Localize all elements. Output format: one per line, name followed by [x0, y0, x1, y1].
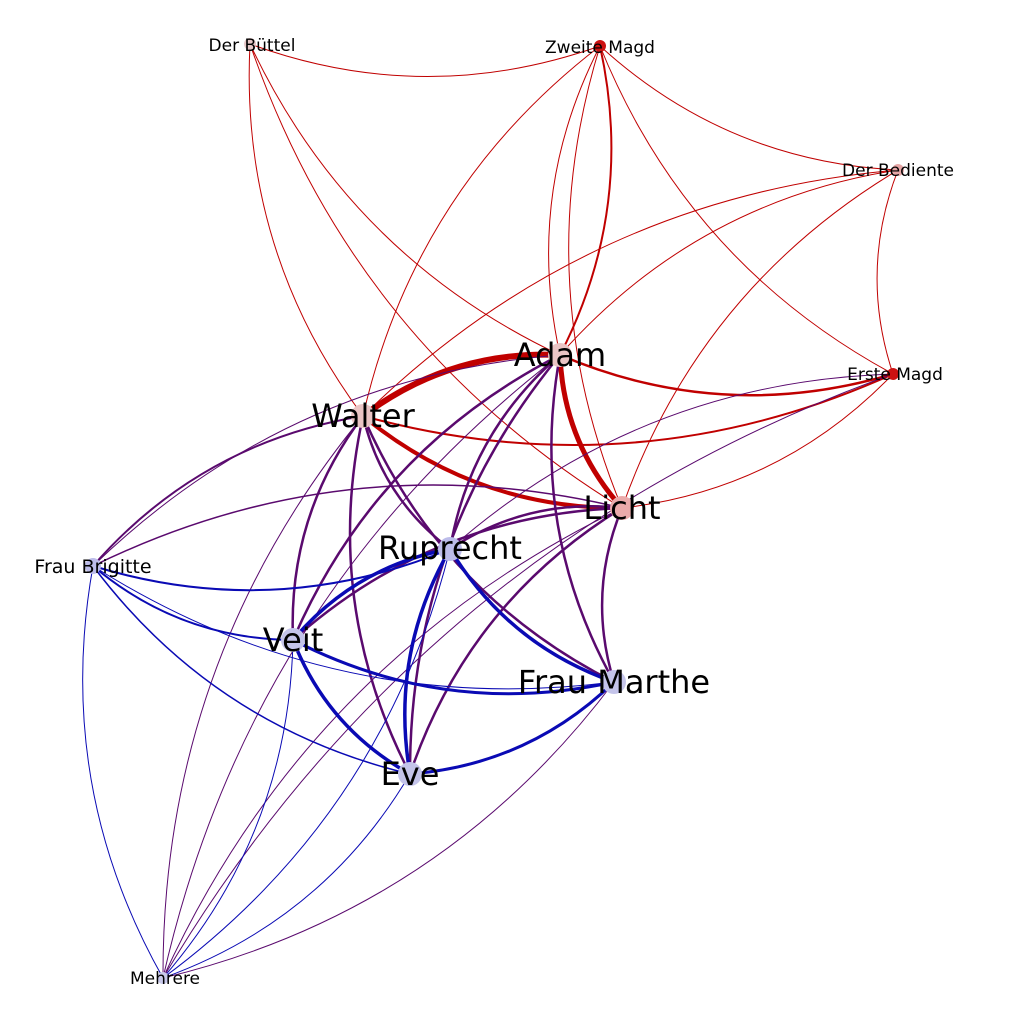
edge-walter-erste-magd [362, 373, 894, 446]
node-layer [85, 38, 904, 984]
node-label-mehrere: Mehrere [130, 969, 200, 989]
edge-licht-erste-magd [621, 373, 894, 509]
node-zweite-magd [594, 40, 606, 52]
edge-adam-mehrere [162, 354, 561, 979]
edge-licht-eve [408, 506, 624, 776]
node-adam [548, 343, 572, 367]
node-erste-magd [887, 368, 899, 380]
edge-der-bediente-licht [621, 169, 899, 509]
edge-adam-walter [360, 351, 563, 419]
edge-der-buettel-licht [249, 43, 623, 509]
edge-licht-frau-brigitte [92, 484, 623, 567]
edge-adam-erste-magd [558, 353, 895, 397]
edge-frau-brigitte-veit [92, 565, 294, 641]
node-mehrere [157, 972, 169, 984]
edge-mehrere-frau-marthe [162, 681, 615, 979]
label-layer: Der Büttel Zweite Magd Der Bediente Adam Ers… [34, 36, 954, 989]
edge-der-buettel-walter [248, 43, 364, 417]
edge-adam-licht [557, 352, 625, 511]
edge-mehrere-eve [162, 773, 411, 979]
edge-adam-ruprecht [448, 353, 562, 551]
node-label-der-buettel: Der Büttel [209, 36, 296, 56]
edge-mehrere-veit [162, 639, 294, 979]
node-label-licht: Licht [583, 489, 660, 527]
node-veit [281, 628, 305, 652]
node-der-bediente [892, 164, 904, 176]
node-der-buettel [244, 38, 256, 50]
edge-zweite-magd-walter [362, 45, 601, 417]
edge-ruprecht-veit [291, 547, 452, 642]
edge-veit-frau-marthe [291, 638, 616, 696]
node-eve [398, 762, 422, 786]
node-label-frau-marthe: Frau Marthe [518, 663, 710, 701]
edge-eve-frau-marthe [408, 680, 616, 776]
edge-layer [82, 43, 899, 979]
edge-licht-frau-marthe [600, 506, 624, 684]
node-label-der-bediente: Der Bediente [842, 161, 954, 181]
edge-ruprecht-eve [403, 547, 452, 776]
edge-mehrere-ruprecht [162, 548, 451, 979]
edge-adam-frau-marthe [550, 353, 616, 684]
node-label-adam: Adam [514, 336, 606, 374]
node-label-erste-magd: Erste Magd [847, 365, 943, 385]
edge-frau-brigitte-eve [92, 565, 411, 775]
edge-adam-veit [291, 353, 562, 642]
node-frau-brigitte [85, 558, 101, 574]
edge-licht-ruprecht [448, 505, 624, 551]
edge-walter-frau-brigitte [92, 415, 364, 567]
edge-frau-brigitte-frau-marthe [92, 565, 615, 690]
edge-frau-brigitte-mehrere [82, 565, 164, 979]
node-frau-marthe [602, 670, 626, 694]
edge-der-buettel-adam [249, 43, 561, 356]
edge-zweite-magd-erste-magd [599, 45, 894, 375]
edge-walter-eve [348, 414, 412, 776]
edge-walter-mehrere [162, 415, 364, 979]
node-label-veit: Veit [263, 621, 324, 659]
node-walter [351, 404, 375, 428]
edge-adam-frau-brigitte [92, 354, 561, 567]
node-label-walter: Walter [311, 397, 415, 435]
node-label-eve: Eve [381, 755, 440, 793]
edge-zweite-magd-licht [568, 45, 623, 509]
edge-erste-magd-ruprecht [449, 373, 894, 550]
node-label-ruprecht: Ruprecht [378, 529, 522, 567]
edge-ruprecht-frau-marthe [448, 547, 616, 684]
node-label-zweite-magd: Zweite Magd [545, 38, 655, 58]
edge-zweite-magd-der-bediente [599, 45, 899, 171]
edge-licht-mehrere [162, 507, 623, 979]
edge-adam-zweite-magd [559, 45, 613, 356]
edge-zweite-magd-adam [548, 45, 601, 356]
edge-der-bediente-erste-magd [876, 169, 899, 375]
edge-der-buettel-zweite-magd [249, 43, 601, 77]
edge-der-bediente-adam [559, 169, 899, 356]
edge-der-bediente-walter [362, 169, 899, 417]
node-licht [610, 496, 634, 520]
node-label-frau-brigitte: Frau Brigitte [34, 556, 151, 578]
edge-licht-veit [291, 506, 624, 642]
edge-frau-brigitte-ruprecht [92, 548, 451, 592]
edge-walter-veit [291, 414, 365, 642]
node-ruprecht [438, 537, 462, 561]
